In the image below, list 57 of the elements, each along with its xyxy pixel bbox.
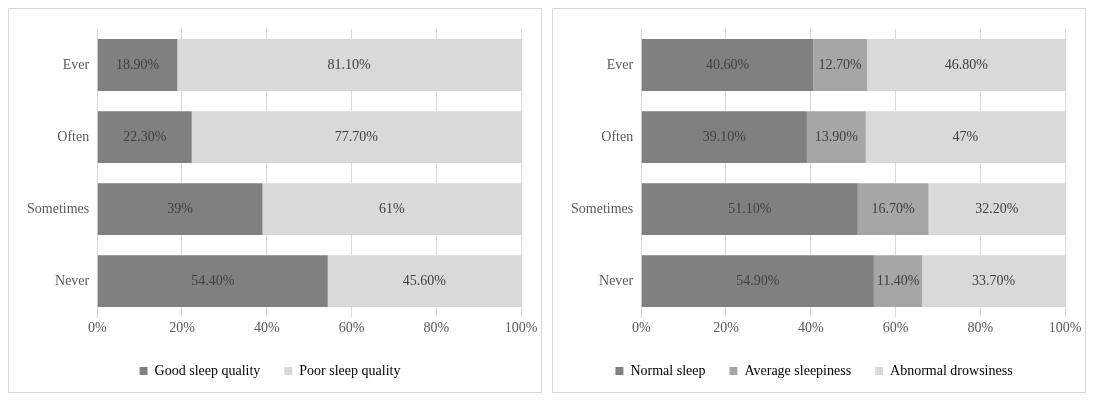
data-label: 22.30% [123,128,167,144]
bar [857,183,929,236]
y-tick-label: Ever [606,56,634,72]
bar [97,255,328,308]
data-label: 54.90% [736,272,780,288]
data-label: 11.40% [876,272,920,288]
y-tick-label: Ever [62,56,90,72]
x-tick-label: 80% [423,320,450,336]
data-label: 51.10% [728,200,772,216]
y-tick-label: Often [601,128,634,144]
legend-label: Poor sleep quality [299,362,401,378]
y-tick-label: Sometimes [26,200,90,216]
data-label: 32.20% [975,200,1019,216]
data-label: 81.10% [327,56,372,72]
x-tick-label: 20% [713,320,740,336]
x-tick-label: 60% [338,320,365,336]
legend-label: Average sleepiness [744,362,852,378]
y-tick-label: Sometimes [570,200,634,216]
bar [641,111,807,164]
legend-label: Abnormal drowsiness [890,362,1013,378]
x-tick-label: 60% [882,320,909,336]
x-tick-label: 40% [797,320,824,336]
bar [813,39,868,91]
data-label: 47% [952,128,979,144]
data-label: 39% [167,200,194,216]
data-label: 61% [378,200,405,216]
data-label: 39.10% [702,128,747,144]
x-tick-label: 100% [1048,320,1082,336]
data-label: 77.70% [334,128,379,144]
bar [873,255,923,308]
bar [641,183,858,236]
x-tick-label: 40% [253,320,280,336]
data-label: 12.70% [818,56,863,72]
bar [97,111,192,164]
bar [97,183,263,236]
data-label: 16.70% [871,200,916,216]
y-tick-label: Never [55,272,90,288]
bar [806,111,866,164]
x-tick-label: 0% [87,320,107,336]
data-label: 13.90% [814,128,859,144]
x-tick-label: 100% [504,320,538,336]
data-label: 33.70% [972,272,1016,288]
x-tick-label: 20% [169,320,196,336]
bar [641,255,874,308]
data-label: 54.40% [191,272,235,288]
y-tick-label: Often [57,128,90,144]
legend-label: Normal sleep [630,362,706,378]
bar [641,39,814,91]
legend-label: Good sleep quality [154,362,261,378]
x-tick-label: 0% [631,320,651,336]
data-label: 45.60% [402,272,447,288]
bar [97,39,178,91]
data-label: 40.60% [705,56,750,72]
data-label: 46.80% [944,56,989,72]
x-tick-label: 80% [967,320,994,336]
y-tick-label: Never [599,272,634,288]
data-label: 18.90% [115,56,160,72]
